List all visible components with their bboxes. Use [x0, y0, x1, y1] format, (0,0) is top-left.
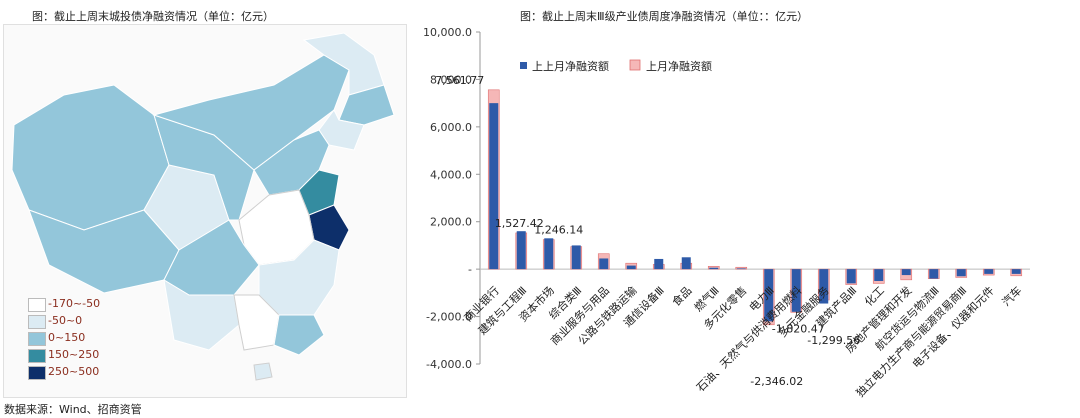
map-region-hainan	[253, 362, 273, 381]
bars	[487, 89, 1023, 326]
bar-month-before-last	[984, 269, 994, 274]
data-label: -1,820.47	[772, 322, 825, 335]
x-category-label: 汽车	[999, 283, 1024, 308]
data-label: 1,246.14	[534, 224, 583, 237]
y-tick-label: 4,000.0	[430, 168, 472, 181]
chart-legend: 上上月净融资额 上月净融资额	[520, 59, 712, 73]
bar-month-before-last	[599, 258, 609, 270]
bar-month-before-last	[681, 257, 691, 270]
map-title: 图：截止上周末城投债净融资情况（单位：亿元）	[32, 10, 274, 23]
bar-month-before-last	[1011, 269, 1021, 274]
y-tick-label: 10,000.0	[423, 26, 472, 39]
y-tick-label: 8,000.0	[430, 73, 472, 86]
bar-month-before-last	[929, 269, 939, 279]
map-region-inner-mongolia	[152, 54, 350, 171]
map-legend-swatch	[28, 332, 46, 346]
bar-month-before-last	[764, 269, 774, 322]
bar-chart: 10,000.0 8,000.0 6,000.0 4,000.0 2,000.0 - -2,…	[423, 26, 1030, 400]
source-note: 数据来源：Wind、招商资管	[4, 403, 142, 416]
bar-month-before-last	[516, 231, 526, 270]
bar-month-before-last	[874, 269, 884, 281]
bar-month-before-last	[489, 103, 499, 270]
map-legend-swatch	[28, 315, 46, 329]
legend-label-month-before-last: 上上月净融资额	[532, 59, 609, 73]
bar-month-before-last	[544, 238, 554, 270]
y-tick-label: -2,000.0	[426, 311, 472, 324]
map-region-jilin	[338, 84, 395, 126]
bar-month-before-last	[571, 245, 581, 270]
legend-swatch-month-before-last	[520, 62, 527, 69]
bar-month-before-last	[626, 265, 636, 270]
data-labels: 7,561.77 1,527.421,246.14 -2,346.02 -1,820.…	[435, 74, 860, 388]
data-label: -2,346.02	[750, 375, 803, 388]
y-tick-label: 2,000.0	[430, 216, 472, 229]
bar-month-before-last	[901, 269, 911, 276]
map-legend-label: -50~0	[48, 314, 83, 327]
chart-title: 图：截止上周末Ⅲ级产业债周度净融资情况（单位：：亿元）	[520, 10, 809, 23]
y-tick-label: -	[468, 263, 472, 276]
map-legend-label: -170~-50	[48, 297, 101, 310]
map-region-guangdong	[273, 314, 325, 356]
legend-swatch-last-month	[629, 59, 641, 71]
map-legend-swatch	[28, 366, 46, 380]
y-tick-label: 6,000.0	[430, 121, 472, 134]
data-label: 7,561.77	[435, 74, 484, 87]
data-label: 1,527.42	[495, 217, 544, 230]
map-legend-label: 0~150	[48, 331, 86, 344]
bar-month-before-last	[846, 269, 856, 284]
map-panel	[3, 24, 407, 398]
map-legend-swatch	[28, 298, 46, 312]
y-tick-label: -4,000.0	[426, 358, 472, 371]
map-legend-swatch	[28, 349, 46, 363]
data-label: -1,299.56	[807, 334, 860, 347]
map-legend-label: 250~500	[48, 365, 100, 378]
bar-month-before-last	[736, 268, 746, 270]
bar-month-before-last	[654, 258, 664, 270]
bar-month-before-last	[709, 267, 719, 270]
china-map	[11, 32, 395, 381]
bar-month-before-last	[956, 269, 966, 277]
bar-month-before-last	[791, 269, 801, 312]
map-legend-label: 150~250	[48, 348, 100, 361]
legend-label-last-month: 上月净融资额	[646, 59, 712, 73]
bar-month-before-last	[819, 269, 829, 304]
